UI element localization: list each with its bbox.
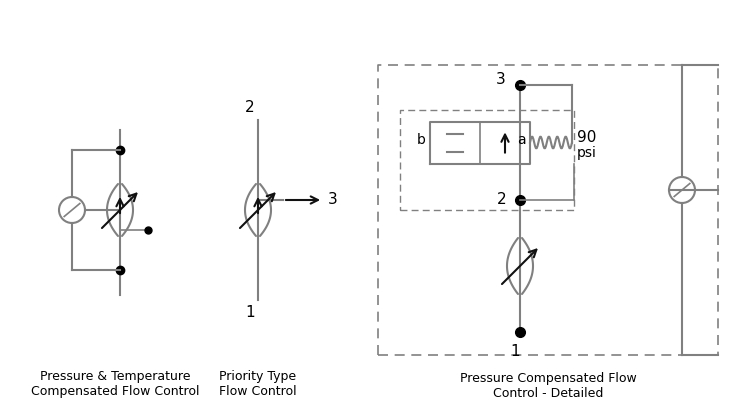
Text: 1: 1 [510,344,519,359]
Text: 3: 3 [328,192,337,208]
Text: 1: 1 [245,305,255,320]
Text: 90: 90 [577,130,596,145]
Text: 3: 3 [497,72,506,88]
Text: 2: 2 [245,100,255,115]
Text: Pressure Compensated Flow
Control - Detailed: Pressure Compensated Flow Control - Deta… [460,372,636,400]
Text: Priority Type
Flow Control: Priority Type Flow Control [219,370,297,398]
Text: a: a [517,132,526,146]
Text: psi: psi [577,146,597,160]
Text: b: b [417,132,426,146]
Text: Pressure & Temperature
Compensated Flow Control: Pressure & Temperature Compensated Flow … [31,370,199,398]
Text: 2: 2 [497,192,506,208]
